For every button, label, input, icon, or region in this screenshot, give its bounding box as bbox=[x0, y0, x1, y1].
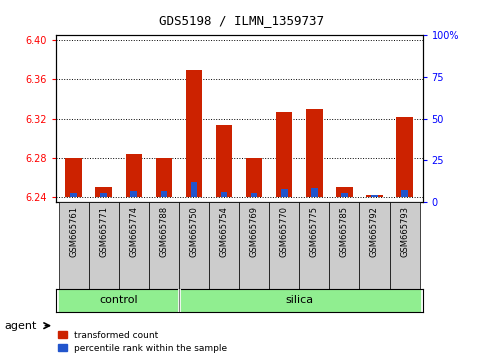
Bar bbox=[371, 195, 378, 197]
Text: GSM665792: GSM665792 bbox=[370, 206, 379, 257]
Text: agent: agent bbox=[5, 321, 37, 331]
Text: GSM665788: GSM665788 bbox=[159, 206, 169, 257]
Text: GSM665774: GSM665774 bbox=[129, 206, 138, 257]
Text: GSM665769: GSM665769 bbox=[250, 206, 258, 257]
Bar bbox=[156, 158, 172, 197]
Bar bbox=[96, 187, 112, 197]
Bar bbox=[281, 189, 287, 197]
Text: GSM665775: GSM665775 bbox=[310, 206, 319, 257]
Bar bbox=[276, 112, 293, 197]
FancyBboxPatch shape bbox=[239, 202, 269, 289]
Bar bbox=[126, 154, 142, 197]
FancyBboxPatch shape bbox=[89, 202, 119, 289]
Bar bbox=[246, 158, 262, 197]
Bar bbox=[396, 116, 413, 197]
Text: GSM665761: GSM665761 bbox=[69, 206, 78, 257]
Bar bbox=[341, 193, 348, 197]
Text: GSM665785: GSM665785 bbox=[340, 206, 349, 257]
Text: GSM665793: GSM665793 bbox=[400, 206, 409, 257]
Bar bbox=[221, 192, 227, 197]
FancyBboxPatch shape bbox=[329, 202, 359, 289]
Bar bbox=[311, 188, 318, 197]
FancyBboxPatch shape bbox=[149, 202, 179, 289]
Bar bbox=[401, 190, 408, 197]
FancyBboxPatch shape bbox=[359, 202, 389, 289]
Bar bbox=[251, 193, 257, 197]
Text: control: control bbox=[99, 295, 138, 305]
Text: silica: silica bbox=[285, 295, 313, 305]
Text: GDS5198 / ILMN_1359737: GDS5198 / ILMN_1359737 bbox=[159, 14, 324, 27]
Bar bbox=[336, 187, 353, 197]
Text: GSM665770: GSM665770 bbox=[280, 206, 289, 257]
FancyBboxPatch shape bbox=[269, 202, 299, 289]
Bar bbox=[71, 193, 77, 197]
FancyBboxPatch shape bbox=[179, 202, 209, 289]
Bar bbox=[366, 195, 383, 197]
FancyBboxPatch shape bbox=[389, 202, 420, 289]
Bar bbox=[100, 193, 107, 197]
Bar bbox=[306, 109, 323, 197]
Text: GSM665754: GSM665754 bbox=[220, 206, 228, 257]
Bar bbox=[160, 191, 167, 197]
Text: GSM665771: GSM665771 bbox=[99, 206, 108, 257]
Bar bbox=[216, 125, 232, 197]
Bar bbox=[185, 70, 202, 197]
Text: GSM665750: GSM665750 bbox=[189, 206, 199, 257]
Bar bbox=[191, 182, 197, 197]
Legend: transformed count, percentile rank within the sample: transformed count, percentile rank withi… bbox=[57, 331, 227, 353]
FancyBboxPatch shape bbox=[119, 202, 149, 289]
Bar bbox=[65, 158, 82, 197]
FancyBboxPatch shape bbox=[209, 202, 239, 289]
FancyBboxPatch shape bbox=[58, 202, 89, 289]
FancyBboxPatch shape bbox=[299, 202, 329, 289]
Bar bbox=[130, 191, 137, 197]
